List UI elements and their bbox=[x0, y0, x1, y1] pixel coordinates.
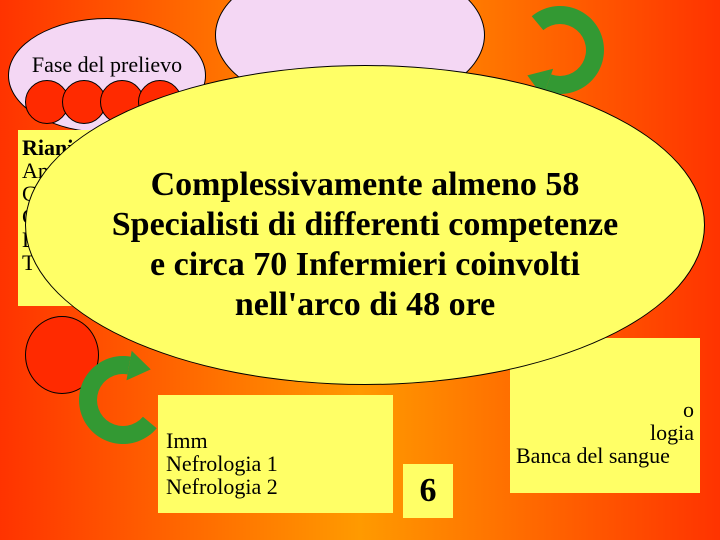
box-bottom-left-line-1: Nefrologia 1 bbox=[166, 451, 278, 476]
box-bottom-right-line-2: Banca del sangue bbox=[516, 443, 670, 468]
summary-line-1: Specialisti di differenti competenze bbox=[25, 205, 705, 245]
summary-line-0: Complessivamente almeno 58 bbox=[25, 165, 705, 205]
summary-line-3: nell'arco di 48 ore bbox=[25, 285, 705, 325]
summary-text: Complessivamente almeno 58Specialisti di… bbox=[25, 165, 705, 325]
box-bottom-left-text: ImmNefrologia 1Nefrologia 2 bbox=[166, 429, 389, 498]
phase-ellipse-label: Fase del prelievo bbox=[9, 52, 205, 78]
box-bottom-right-line-0: o bbox=[683, 397, 694, 422]
small-red-lower-left bbox=[25, 316, 99, 394]
count-box-6: 6 bbox=[403, 464, 453, 518]
summary-line-2: e circa 70 Infermieri coinvolti bbox=[25, 245, 705, 285]
box-bottom-right-line-1: logia bbox=[650, 420, 694, 445]
box-bottom-left-line-0: Imm bbox=[166, 428, 208, 453]
box-bottom-left-line-2: Nefrologia 2 bbox=[166, 474, 278, 499]
slide-stage: Fase del prelievoRianiAnaCoCDTImmNefrolo… bbox=[0, 0, 720, 540]
count-value: 6 bbox=[420, 472, 437, 510]
box-bottom-right-text: ologiaBanca del sangue bbox=[516, 398, 694, 467]
